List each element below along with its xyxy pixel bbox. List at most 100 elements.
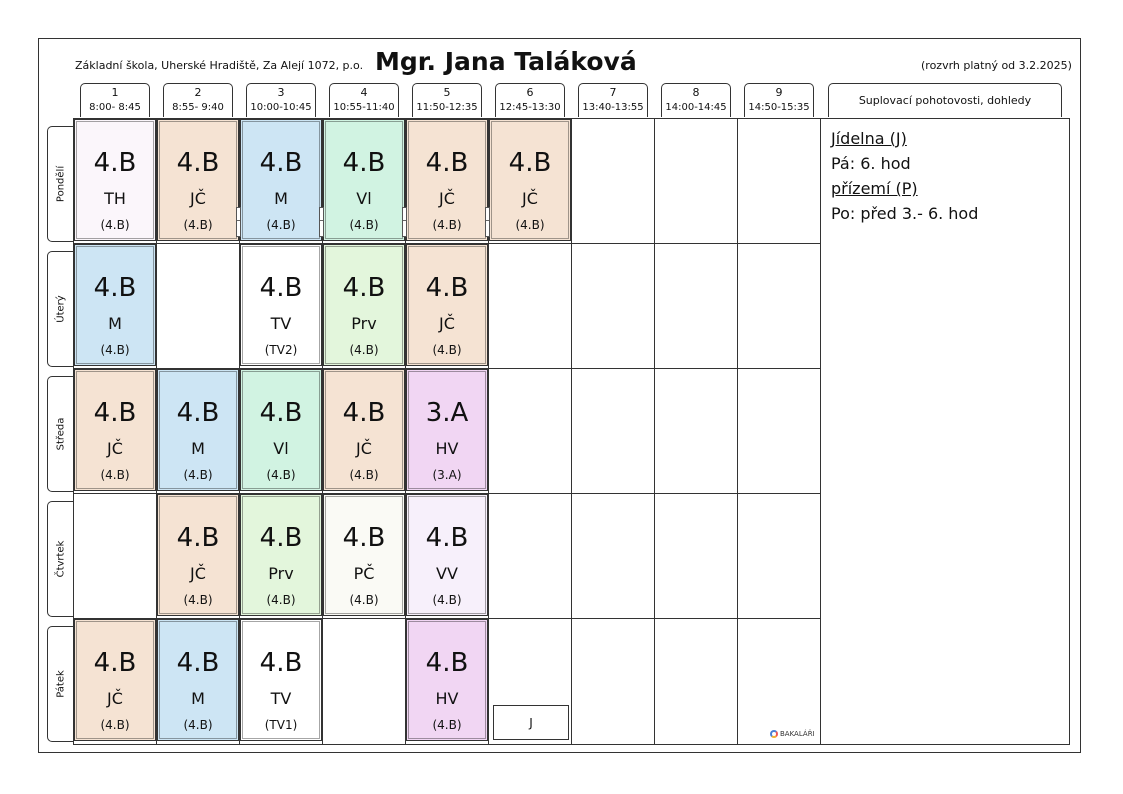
- subject-label: JČ: [190, 189, 206, 208]
- lesson-cell[interactable]: 4.B Vl (4.B): [323, 119, 405, 241]
- lesson-cell[interactable]: 4.B JČ (4.B): [406, 119, 488, 241]
- class-label: 4.B: [93, 273, 137, 303]
- room-label: (4.B): [432, 218, 462, 232]
- subject-label: VV: [436, 564, 458, 583]
- supervision-marker: [319, 207, 324, 237]
- subject-label: M: [274, 189, 288, 208]
- lesson-cell[interactable]: 4.B M (4.B): [157, 619, 239, 741]
- lesson-cell[interactable]: 4.B JČ (4.B): [323, 369, 405, 491]
- class-label: 4.B: [259, 273, 303, 303]
- grid-line: [405, 118, 406, 745]
- subject-label: PČ: [353, 564, 375, 583]
- period-number: 1: [111, 86, 119, 99]
- lesson-cell[interactable]: 4.B M (4.B): [240, 119, 322, 241]
- lesson-cell[interactable]: 4.B Prv (4.B): [240, 494, 322, 616]
- room-label: (4.B): [100, 218, 130, 232]
- day-label-wednesday: Středa: [47, 376, 73, 492]
- subject-label: Vl: [273, 439, 289, 458]
- period-header-8: 8 14:00-14:45: [661, 83, 731, 117]
- grid-line: [488, 118, 489, 745]
- room-label: (4.B): [183, 593, 213, 607]
- day-label-monday: Pondělí: [47, 126, 73, 242]
- class-label: 4.B: [425, 273, 469, 303]
- room-label: (4.B): [183, 468, 213, 482]
- class-label: 4.B: [259, 398, 303, 428]
- day-label-tuesday: Úterý: [47, 251, 73, 367]
- class-label: 4.B: [425, 648, 469, 678]
- class-label: 4.B: [508, 148, 552, 178]
- room-label: (4.B): [100, 343, 130, 357]
- room-label: (4.B): [349, 218, 379, 232]
- class-label: 4.B: [259, 148, 303, 178]
- lesson-cell[interactable]: 4.B JČ (4.B): [489, 119, 571, 241]
- brand-logo: BAKALÁŘI: [770, 730, 815, 738]
- room-label: (TV2): [264, 343, 298, 357]
- grid-line: [73, 243, 821, 244]
- subject-label: JČ: [107, 689, 123, 708]
- subject-label: M: [191, 439, 205, 458]
- lesson-cell[interactable]: 3.A HV (3.A): [406, 369, 488, 491]
- period-header-9: 9 14:50-15:35: [744, 83, 814, 117]
- lesson-cell[interactable]: 4.B Prv (4.B): [323, 244, 405, 366]
- supervision-header: Suplovací pohotovosti, dohledy: [828, 83, 1062, 117]
- supervision-marker: [236, 207, 241, 237]
- grid-line: [571, 118, 572, 745]
- lesson-cell[interactable]: 4.B M (4.B): [74, 244, 156, 366]
- room-label: (4.B): [432, 343, 462, 357]
- lesson-cell[interactable]: 4.B TH (4.B): [74, 119, 156, 241]
- lesson-cell[interactable]: 4.B JČ (4.B): [74, 369, 156, 491]
- lesson-cell[interactable]: 4.B TV (TV1): [240, 619, 322, 741]
- lesson-cell[interactable]: 4.B HV (4.B): [406, 619, 488, 741]
- lesson-cell[interactable]: 4.B JČ (4.B): [406, 244, 488, 366]
- subject-label: M: [191, 689, 205, 708]
- subject-label: TV: [270, 689, 292, 708]
- lesson-cell[interactable]: 4.B M (4.B): [157, 369, 239, 491]
- day-name: Čtvrtek: [55, 540, 66, 578]
- subject-label: JČ: [439, 314, 455, 333]
- class-label: 4.B: [93, 148, 137, 178]
- duty-cell-canteen[interactable]: J: [493, 705, 569, 740]
- class-label: 4.B: [342, 398, 386, 428]
- class-label: 4.B: [259, 523, 303, 553]
- lesson-cell[interactable]: 4.B PČ (4.B): [323, 494, 405, 616]
- day-label-friday: Pátek: [47, 626, 73, 742]
- class-label: 3.A: [425, 398, 469, 428]
- class-label: 4.B: [176, 523, 220, 553]
- class-label: 4.B: [176, 148, 220, 178]
- lesson-cell[interactable]: 4.B JČ (4.B): [157, 494, 239, 616]
- period-number: 9: [775, 86, 783, 99]
- grid-line: [654, 118, 655, 745]
- period-time: 10:00-10:45: [250, 102, 312, 113]
- lesson-cell[interactable]: 4.B JČ (4.B): [74, 619, 156, 741]
- class-label: 4.B: [176, 398, 220, 428]
- period-time: 12:45-13:30: [499, 102, 561, 113]
- class-label: 4.B: [342, 523, 386, 553]
- subject-label: JČ: [522, 189, 538, 208]
- subject-label: TV: [270, 314, 292, 333]
- room-label: (4.B): [266, 218, 296, 232]
- period-number: 3: [277, 86, 285, 99]
- period-time: 14:50-15:35: [748, 102, 810, 113]
- room-label: (4.B): [183, 718, 213, 732]
- day-name: Pondělí: [55, 165, 66, 203]
- grid-line: [737, 118, 738, 745]
- subject-label: JČ: [439, 189, 455, 208]
- grid-line: [239, 118, 240, 745]
- room-label: (4.B): [432, 718, 462, 732]
- subject-label: TH: [104, 189, 126, 208]
- room-label: (4.B): [349, 468, 379, 482]
- lesson-cell[interactable]: 4.B Vl (4.B): [240, 369, 322, 491]
- supervision-notes: Jídelna (J) Pá: 6. hod přízemí (P) Po: p…: [831, 126, 978, 226]
- day-label-thursday: Čtvrtek: [47, 501, 73, 617]
- period-header-6: 6 12:45-13:30: [495, 83, 565, 117]
- lesson-cell[interactable]: 4.B JČ (4.B): [157, 119, 239, 241]
- supervision-place: přízemí (P): [831, 179, 918, 198]
- room-label: (4.B): [349, 343, 379, 357]
- class-label: 4.B: [176, 648, 220, 678]
- lesson-cell[interactable]: 4.B TV (TV2): [240, 244, 322, 366]
- lesson-cell[interactable]: 4.B VV (4.B): [406, 494, 488, 616]
- day-name: Středa: [55, 417, 66, 451]
- period-time: 8:55- 9:40: [172, 102, 224, 113]
- grid-line: [73, 368, 821, 369]
- supervision-time: Pá: 6. hod: [831, 154, 911, 173]
